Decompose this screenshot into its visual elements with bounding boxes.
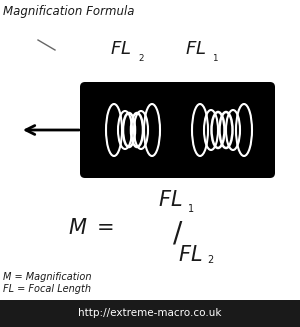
Bar [0,300,300,327]
Text: $M\ =$: $M\ =$ [68,218,114,238]
Text: $FL$: $FL$ [110,40,131,58]
FancyBboxPatch shape [170,82,275,178]
Text: $FL$: $FL$ [158,190,182,210]
Bar [175,116,185,144]
Text: $/$: $/$ [172,219,183,247]
Text: $FL$: $FL$ [178,245,202,265]
Text: M = Magnification: M = Magnification [3,272,92,282]
Text: $_1$: $_1$ [212,51,219,64]
Text: $_1$: $_1$ [187,201,194,215]
Text: $_2$: $_2$ [138,51,145,64]
Text: http://extreme-macro.co.uk: http://extreme-macro.co.uk [78,308,222,318]
Text: Magnification Formula: Magnification Formula [3,5,134,18]
FancyBboxPatch shape [80,82,185,178]
Text: FL = Focal Length: FL = Focal Length [3,284,91,294]
Text: $FL$: $FL$ [185,40,206,58]
Text: $_2$: $_2$ [207,252,214,266]
